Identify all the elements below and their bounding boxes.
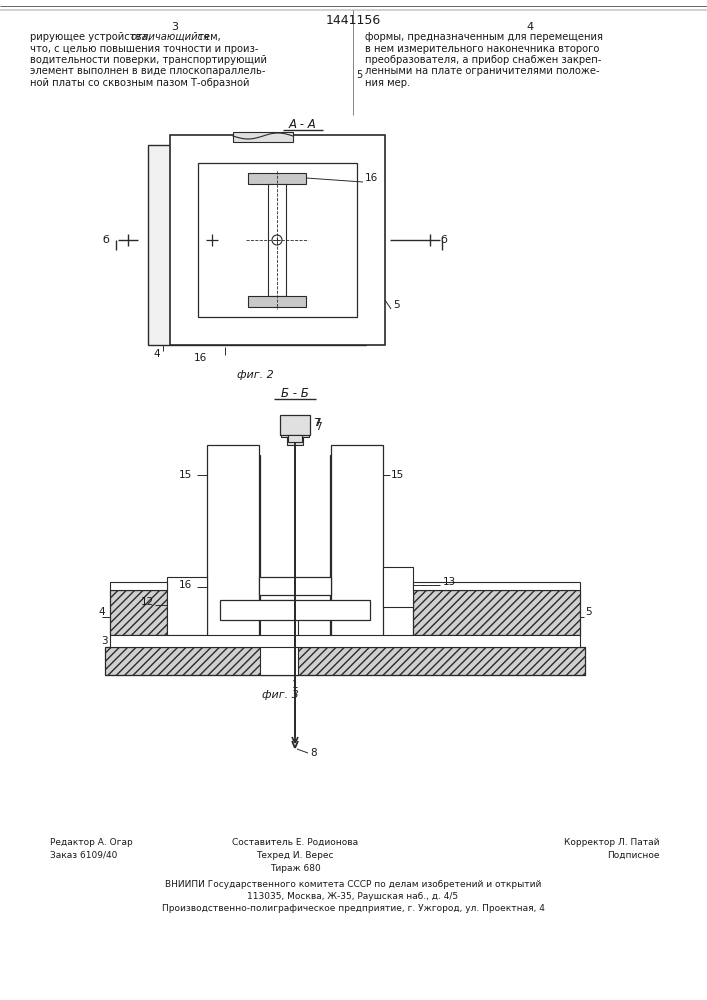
Bar	[413, 582, 580, 590]
Text: 3: 3	[172, 22, 178, 32]
Text: 5: 5	[356, 70, 362, 80]
Text: Техред И. Верес: Техред И. Верес	[256, 851, 334, 860]
Text: б: б	[440, 235, 448, 245]
Text: водительности поверки, транспортирующий: водительности поверки, транспортирующий	[30, 55, 267, 65]
Bar	[210, 455, 260, 640]
Text: 4: 4	[98, 607, 105, 617]
Text: 4: 4	[527, 22, 534, 32]
Text: рирующее устройства,: рирующее устройства,	[30, 32, 154, 42]
Bar	[259, 577, 331, 595]
Text: 7: 7	[313, 418, 320, 428]
Text: Заказ 6109/40: Заказ 6109/40	[50, 851, 117, 860]
Bar	[198, 163, 357, 317]
Text: 5: 5	[393, 300, 399, 310]
Text: 16: 16	[365, 173, 378, 183]
Text: ВНИИПИ Государственного комитета СССР по делам изобретений и открытий: ВНИИПИ Государственного комитета СССР по…	[165, 880, 541, 889]
Bar	[0, 770, 707, 800]
Bar	[281, 419, 309, 437]
Text: ния мер.: ния мер.	[365, 78, 410, 88]
Bar	[148, 145, 366, 345]
Bar	[280, 415, 310, 435]
Text: 8: 8	[310, 748, 317, 758]
Bar	[288, 435, 302, 442]
Bar	[287, 437, 303, 445]
Text: 113035, Москва, Ж-35, Раушская наб., д. 4/5: 113035, Москва, Ж-35, Раушская наб., д. …	[247, 892, 459, 901]
Text: фиг. 3: фиг. 3	[262, 690, 298, 700]
Text: 12: 12	[141, 597, 153, 607]
Text: 16: 16	[178, 580, 192, 590]
Text: элемент выполнен в виде плоскопараллель-: элемент выполнен в виде плоскопараллель-	[30, 66, 266, 77]
Text: 7: 7	[315, 422, 322, 432]
Text: фиг. 2: фиг. 2	[237, 370, 274, 380]
Bar	[220, 600, 370, 620]
Bar	[233, 132, 293, 142]
Text: Подписное: Подписное	[607, 851, 660, 860]
Text: Составитель Е. Родионова: Составитель Е. Родионова	[232, 838, 358, 847]
Text: 5: 5	[585, 607, 592, 617]
Text: А - А: А - А	[289, 118, 317, 131]
Bar	[207, 445, 259, 637]
Text: б: б	[103, 235, 110, 245]
Text: 13: 13	[443, 577, 456, 587]
Text: ленными на плате ограничителями положе-: ленными на плате ограничителями положе-	[365, 66, 600, 77]
Text: в нем измерительного наконечника второго: в нем измерительного наконечника второго	[365, 43, 600, 53]
Bar	[383, 567, 413, 607]
Text: Б - Б: Б - Б	[281, 387, 309, 400]
Text: Корректор Л. Патай: Корректор Л. Патай	[564, 838, 660, 847]
Text: ной платы со сквозным пазом Т-образной: ной платы со сквозным пазом Т-образной	[30, 78, 250, 88]
Text: отличающийся: отличающийся	[131, 32, 210, 42]
Text: Редактор А. Огар: Редактор А. Огар	[50, 838, 133, 847]
Bar	[268, 184, 286, 296]
Bar	[170, 135, 385, 345]
Bar	[330, 455, 380, 640]
Bar	[110, 590, 167, 635]
Bar	[413, 590, 580, 635]
Text: преобразователя, а прибор снабжен закреп-: преобразователя, а прибор снабжен закреп…	[365, 55, 602, 65]
Text: 1441156: 1441156	[325, 14, 380, 27]
Bar	[248, 173, 306, 184]
Bar	[331, 445, 383, 637]
Bar	[248, 296, 306, 307]
Bar	[80, 412, 610, 810]
Text: 7: 7	[314, 418, 321, 428]
Bar	[105, 647, 585, 675]
Bar	[110, 582, 167, 590]
Text: тем,: тем,	[195, 32, 221, 42]
Text: Производственно-полиграфическое предприятие, г. Ужгород, ул. Проектная, 4: Производственно-полиграфическое предприя…	[162, 904, 544, 913]
Text: 15: 15	[391, 470, 404, 480]
Bar	[260, 600, 298, 675]
Bar	[167, 577, 207, 635]
Text: 16: 16	[194, 353, 206, 363]
Bar	[110, 635, 580, 647]
Text: 1: 1	[292, 680, 298, 690]
Text: 15: 15	[178, 470, 192, 480]
Text: 3: 3	[101, 636, 108, 646]
Text: формы, предназначенным для перемещения: формы, предназначенным для перемещения	[365, 32, 603, 42]
Text: Тираж 680: Тираж 680	[269, 864, 320, 873]
Text: что, с целью повышения точности и произ-: что, с целью повышения точности и произ-	[30, 43, 259, 53]
Text: 4: 4	[153, 349, 160, 359]
